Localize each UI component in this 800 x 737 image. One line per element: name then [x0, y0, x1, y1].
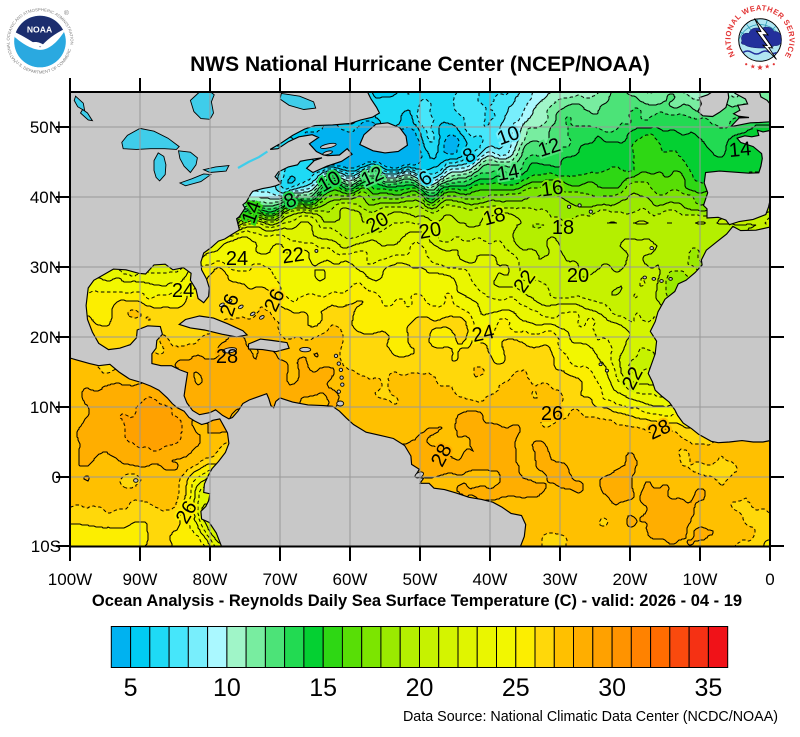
svg-text:28: 28 [216, 346, 238, 368]
svg-text:24: 24 [172, 280, 194, 302]
svg-text:90W: 90W [123, 570, 158, 589]
svg-text:®: ® [64, 9, 69, 17]
svg-text:30: 30 [598, 674, 626, 702]
svg-text:24: 24 [226, 248, 248, 270]
svg-text:40N: 40N [30, 188, 61, 207]
svg-text:10: 10 [213, 674, 241, 702]
svg-text:15: 15 [309, 674, 337, 702]
svg-text:26: 26 [541, 403, 563, 425]
svg-text:5: 5 [124, 674, 138, 702]
svg-text:22: 22 [281, 244, 306, 269]
svg-text:10N: 10N [30, 398, 61, 417]
svg-text:NWS National Hurricane Center: NWS National Hurricane Center (NCEP/NOAA… [190, 53, 650, 76]
svg-text:18: 18 [552, 217, 574, 239]
svg-text:30W: 30W [543, 570, 578, 589]
svg-text:100W: 100W [48, 570, 92, 589]
svg-text:60W: 60W [333, 570, 368, 589]
svg-text:10S: 10S [31, 537, 61, 556]
svg-text:0: 0 [52, 468, 61, 487]
svg-text:30N: 30N [30, 258, 61, 277]
svg-text:50N: 50N [30, 118, 61, 137]
svg-text:NOAA: NOAA [27, 25, 52, 35]
svg-text:20: 20 [567, 265, 589, 287]
svg-text:26: 26 [541, 403, 563, 425]
svg-text:20: 20 [406, 674, 434, 702]
svg-text:25: 25 [502, 674, 530, 702]
svg-text:24: 24 [226, 248, 248, 270]
svg-text:35: 35 [694, 674, 722, 702]
svg-text:20N: 20N [30, 328, 61, 347]
svg-text:70W: 70W [263, 570, 298, 589]
svg-text:24: 24 [470, 321, 496, 347]
svg-text:20: 20 [417, 218, 443, 244]
svg-text:Data Source: National Climatic: Data Source: National Climatic Data Cent… [403, 709, 778, 725]
svg-text:Ocean Analysis - Reynolds Dail: Ocean Analysis - Reynolds Daily Sea Surf… [92, 592, 742, 610]
svg-text:16: 16 [540, 177, 565, 202]
svg-text:10W: 10W [683, 570, 718, 589]
svg-text:14: 14 [495, 160, 521, 186]
svg-text:50W: 50W [403, 570, 438, 589]
svg-text:80W: 80W [193, 570, 228, 589]
svg-text:22: 22 [281, 244, 306, 269]
svg-text:14: 14 [728, 138, 752, 162]
svg-text:20W: 20W [613, 570, 648, 589]
svg-text:40W: 40W [473, 570, 508, 589]
svg-text:18: 18 [552, 217, 574, 239]
svg-text:0: 0 [765, 570, 774, 589]
